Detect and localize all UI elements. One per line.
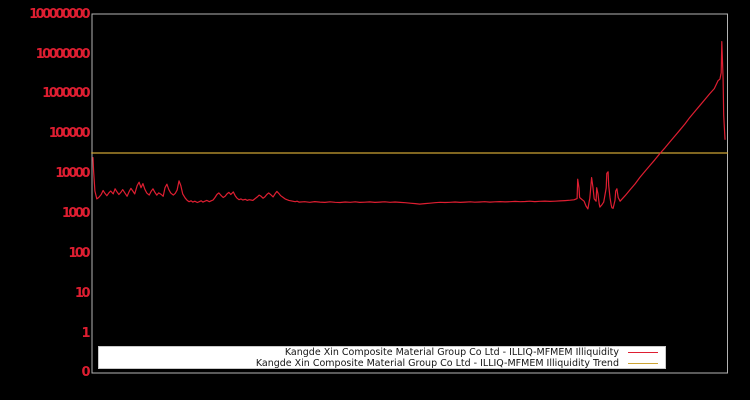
legend-row-illiquidity: Kangde Xin Composite Material Group Co L… xyxy=(106,347,658,358)
legend-label-illiquidity-trend: Kangde Xin Composite Material Group Co L… xyxy=(255,357,619,369)
legend-line-sample-illiquidity-trend xyxy=(628,362,658,364)
y-tick-label: 100000 xyxy=(48,126,91,141)
legend-line-sample-illiquidity xyxy=(628,351,658,353)
legend: Kangde Xin Composite Material Group Co L… xyxy=(98,346,666,369)
legend-row-illiquidity-trend: Kangde Xin Composite Material Group Co L… xyxy=(106,358,658,369)
y-tick-label: 1 xyxy=(81,326,90,341)
y-tick-label: 10000000 xyxy=(35,47,91,62)
y-tick-label: 1000000 xyxy=(42,86,90,101)
plot-frame xyxy=(91,13,728,374)
illiquidity-line xyxy=(92,40,726,210)
y-tick-label: 1000 xyxy=(61,206,91,221)
y-tick-label: 10000 xyxy=(55,166,90,181)
y-tick-label: 0 xyxy=(81,365,90,380)
y-tick-label: 100 xyxy=(68,246,90,261)
y-tick-label: 10 xyxy=(74,286,91,301)
legend-label-illiquidity: Kangde Xin Composite Material Group Co L… xyxy=(284,346,619,358)
y-tick-label: 100000000 xyxy=(29,7,90,22)
